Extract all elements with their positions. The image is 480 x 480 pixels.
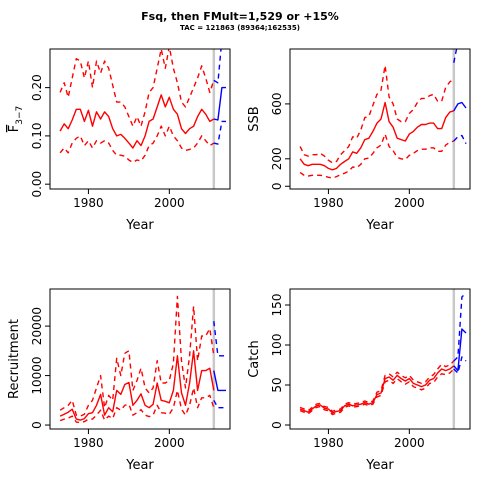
y-tick-label: 100 — [270, 334, 284, 357]
plot-frame — [49, 48, 231, 190]
historic-lower-line — [299, 368, 455, 416]
historic-median-line — [59, 350, 215, 421]
projection-lower-line — [453, 356, 467, 374]
historic-upper-line — [59, 295, 215, 417]
projection-upper-line — [453, 292, 467, 362]
historic-median-line — [299, 365, 455, 414]
y-tick-label: 0 — [270, 182, 284, 190]
y-axis-label: SSB — [247, 106, 262, 131]
y-tick-label: 0 — [270, 421, 284, 429]
projection-upper-line — [453, 49, 458, 63]
x-tick-label: 2000 — [394, 196, 425, 210]
historic-median-line — [59, 94, 215, 149]
x-tick-label: 2000 — [154, 436, 185, 450]
y-tick-label: 20000 — [30, 307, 44, 345]
y-tick-label: 0.10 — [30, 123, 44, 150]
y-axis-label: Catch — [247, 340, 262, 378]
projection-upper-line — [213, 49, 222, 84]
x-axis-label: Year — [365, 218, 394, 233]
historic-lower-line — [299, 133, 455, 179]
historic-lower-line — [59, 387, 215, 424]
series-group — [299, 292, 467, 416]
projection-median-line — [213, 86, 226, 121]
panel-catch: 1980 2000 0 50 100 150 Year Catch — [247, 288, 471, 473]
historic-upper-line — [299, 360, 455, 413]
plot-frame — [289, 48, 471, 190]
plot-frame — [49, 288, 231, 430]
projection-median-line — [453, 328, 467, 372]
projection-median-line — [453, 101, 467, 112]
y-tick-label: 10000 — [30, 356, 44, 394]
y-tick-label: 0.00 — [30, 171, 44, 198]
y-tick-label: 50 — [270, 377, 284, 392]
y-axis-label: Recruitment — [7, 319, 22, 399]
x-axis-label: Year — [125, 458, 154, 473]
x-tick-label: 1980 — [73, 436, 104, 450]
historic-lower-line — [59, 125, 215, 164]
x-tick-label: 2000 — [394, 436, 425, 450]
y-tick-label: 0 — [30, 421, 44, 429]
x-axis-label: Year — [365, 458, 394, 473]
x-tick-label: 1980 — [313, 436, 344, 450]
projection-median-line — [213, 370, 226, 392]
y-axis-label: F3−7 — [7, 106, 25, 132]
panel-ssb: 1980 2000 0 200 600 Year SSB — [247, 48, 471, 233]
figure-title: Fsq, then FMult=1,529 or +15% — [141, 10, 339, 23]
x-tick-label: 1980 — [73, 196, 104, 210]
projection-lower-line — [453, 134, 467, 145]
historic-upper-line — [59, 49, 215, 127]
plot-frame — [289, 288, 471, 430]
x-tick-label: 1980 — [313, 196, 344, 210]
figure-subtitle: TAC = 121863 (89364;162535) — [180, 24, 300, 32]
y-tick-label: 200 — [270, 147, 284, 170]
series-group — [59, 49, 226, 164]
panel-f: 1980 2000 0.00 0.10 0.20 Year F3−7 — [7, 48, 231, 233]
projection-lower-line — [213, 399, 226, 409]
projection-lower-line — [213, 120, 226, 145]
y-tick-label: 600 — [270, 92, 284, 115]
series-group — [59, 295, 226, 424]
series-group — [299, 49, 467, 179]
historic-median-line — [299, 101, 455, 171]
y-tick-label: 0.20 — [30, 74, 44, 101]
x-axis-label: Year — [125, 218, 154, 233]
y-tick-label: 150 — [270, 294, 284, 317]
projection-upper-line — [213, 321, 226, 357]
historic-upper-line — [299, 64, 455, 164]
x-tick-label: 2000 — [154, 196, 185, 210]
